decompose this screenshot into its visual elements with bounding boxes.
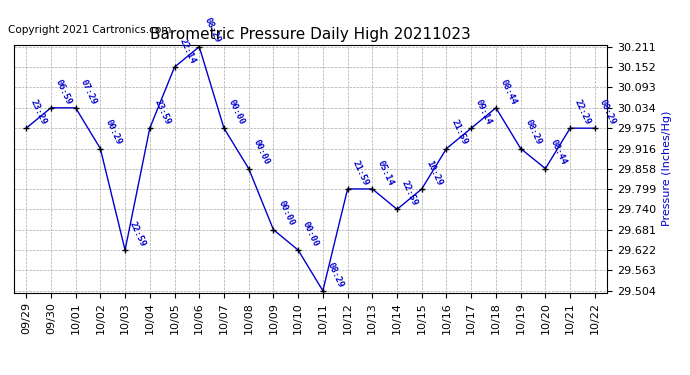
Text: 21:59: 21:59: [449, 118, 469, 147]
Text: 22:29: 22:29: [573, 98, 593, 126]
Text: Copyright 2021 Cartronics.com: Copyright 2021 Cartronics.com: [8, 25, 171, 35]
Text: 00:00: 00:00: [301, 220, 321, 248]
Text: 08:29: 08:29: [326, 261, 345, 289]
Text: 08:29: 08:29: [202, 16, 221, 45]
Text: 21:59: 21:59: [351, 159, 370, 187]
Text: 23:29: 23:29: [29, 98, 48, 126]
Text: 00:29: 00:29: [104, 118, 123, 147]
Text: 10:29: 10:29: [425, 159, 444, 187]
Text: 07:29: 07:29: [79, 78, 98, 106]
Text: 23:59: 23:59: [152, 98, 172, 126]
Y-axis label: Pressure (Inches/Hg): Pressure (Inches/Hg): [662, 111, 672, 226]
Text: 08:44: 08:44: [549, 138, 568, 166]
Text: 08:44: 08:44: [499, 78, 518, 106]
Text: 08:29: 08:29: [524, 118, 543, 147]
Text: 00:00: 00:00: [252, 138, 271, 166]
Text: 22:14: 22:14: [177, 37, 197, 65]
Text: 09:14: 09:14: [474, 98, 493, 126]
Text: 22:59: 22:59: [400, 179, 420, 207]
Text: 00:00: 00:00: [227, 98, 246, 126]
Text: 22:59: 22:59: [128, 220, 148, 248]
Text: 05:14: 05:14: [375, 159, 395, 187]
Title: Barometric Pressure Daily High 20211023: Barometric Pressure Daily High 20211023: [150, 27, 471, 42]
Text: 08:29: 08:29: [598, 98, 618, 126]
Text: 00:00: 00:00: [277, 200, 296, 228]
Text: 06:59: 06:59: [54, 78, 73, 106]
